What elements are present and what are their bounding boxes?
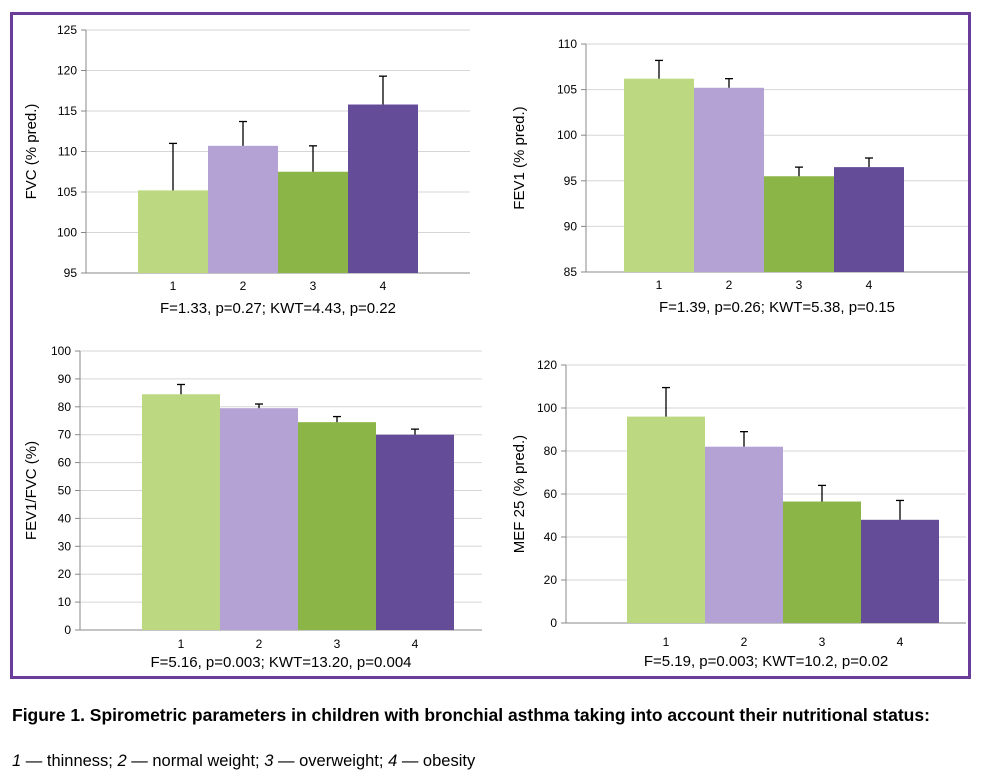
y-tick-label: 80	[58, 400, 72, 414]
bar	[278, 171, 348, 273]
bar	[861, 519, 939, 623]
y-tick-label: 60	[544, 487, 558, 501]
x-tick-label: 3	[819, 635, 826, 649]
bar	[138, 190, 208, 273]
y-tick-label: 60	[58, 456, 72, 470]
y-tick-label: 0	[550, 616, 557, 630]
y-tick-label: 20	[58, 567, 72, 581]
x-tick-label: 2	[726, 278, 733, 292]
y-axis-label: FVC (% pred.)	[23, 104, 40, 200]
y-tick-label: 115	[58, 104, 77, 118]
bar	[694, 87, 764, 272]
y-tick-label: 105	[57, 185, 77, 199]
x-tick-label: 3	[796, 278, 803, 292]
chart-fev1: 85 90 95 100 105 110 1 2 3 4 FEV1 (% pred.) F=1.39,…	[511, 37, 968, 316]
stats-text: F=5.16, p=0.003; KWT=13.20, p=0.004	[150, 654, 411, 671]
chart-mef25: 0 20 40 60 80 100 120 1 2 3 4 MEF 25 (% pred.) F=5.1…	[511, 358, 966, 670]
x-tick-label: 1	[178, 637, 185, 651]
y-tick-label: 95	[564, 174, 578, 188]
bar	[220, 408, 298, 630]
chart-fev1-fvc: 0 10 20 30 40 50 60 70 80 90 100 1 2 3 4 FEV1/FVC (%) F=…	[23, 344, 482, 671]
x-tick-label: 2	[240, 279, 247, 293]
y-tick-label: 100	[537, 401, 557, 415]
y-tick-label: 0	[64, 623, 71, 637]
x-tick-label: 4	[380, 279, 387, 293]
bar	[298, 422, 376, 630]
x-tick-label: 4	[866, 278, 873, 292]
stats-text: F=1.33, p=0.27; KWT=4.43, p=0.22	[160, 300, 396, 317]
x-tick-label: 2	[256, 637, 263, 651]
legend-item: 3 — overweight;	[264, 752, 389, 770]
y-tick-label: 10	[58, 595, 72, 609]
x-tick-label: 4	[412, 637, 419, 651]
y-tick-label: 80	[544, 444, 558, 458]
y-tick-label: 120	[57, 64, 77, 78]
x-tick-label: 3	[310, 279, 317, 293]
bar	[208, 145, 278, 273]
x-tick-label: 2	[741, 635, 748, 649]
figure-caption-legend: 1 — thinness; 2 — normal weight; 3 — ove…	[12, 751, 977, 771]
stats-text: F=1.39, p=0.26; KWT=5.38, p=0.15	[659, 299, 895, 316]
x-tick-label: 4	[897, 635, 904, 649]
bar	[705, 446, 783, 623]
legend-item: 4 — obesity	[388, 752, 476, 770]
x-tick-label: 1	[170, 279, 177, 293]
y-tick-label: 95	[64, 266, 78, 280]
y-axis-label: FEV1/FVC (%)	[23, 441, 40, 540]
y-tick-label: 70	[58, 428, 72, 442]
bar	[624, 78, 694, 272]
y-tick-label: 105	[557, 83, 577, 97]
figure-caption-title: Figure 1. Spirometric parameters in chil…	[12, 705, 930, 725]
y-tick-label: 20	[544, 573, 558, 587]
y-tick-label: 30	[58, 539, 72, 553]
bar	[834, 167, 904, 272]
y-tick-label: 100	[57, 226, 77, 240]
bar	[783, 501, 861, 623]
y-tick-label: 120	[537, 358, 557, 372]
y-tick-label: 40	[544, 530, 558, 544]
chart-fvc: 95 100 105 110 115 120 125 1 2 3 4 FVC (% pred.) F=1…	[23, 23, 470, 317]
y-tick-label: 85	[564, 265, 578, 279]
y-tick-label: 100	[557, 128, 577, 142]
bar	[348, 104, 418, 274]
bar	[142, 394, 220, 630]
y-axis-label: FEV1 (% pred.)	[511, 106, 528, 209]
y-tick-label: 125	[57, 23, 77, 37]
bar	[764, 176, 834, 272]
y-tick-label: 100	[51, 344, 71, 358]
y-tick-label: 90	[58, 372, 72, 386]
stats-text: F=5.19, p=0.003; KWT=10.2, p=0.02	[644, 653, 888, 670]
legend-item: 2 — normal weight;	[117, 752, 265, 770]
legend-item: 1 — thinness;	[12, 752, 118, 770]
bar	[627, 416, 705, 623]
bar	[376, 434, 454, 630]
y-tick-label: 110	[558, 37, 577, 51]
y-tick-label: 110	[58, 145, 77, 159]
x-tick-label: 1	[656, 278, 663, 292]
x-tick-label: 3	[334, 637, 341, 651]
x-tick-label: 1	[663, 635, 670, 649]
y-tick-label: 90	[564, 219, 578, 233]
y-axis-label: MEF 25 (% pred.)	[511, 435, 528, 553]
y-tick-label: 50	[58, 484, 72, 498]
y-tick-label: 40	[58, 511, 72, 525]
